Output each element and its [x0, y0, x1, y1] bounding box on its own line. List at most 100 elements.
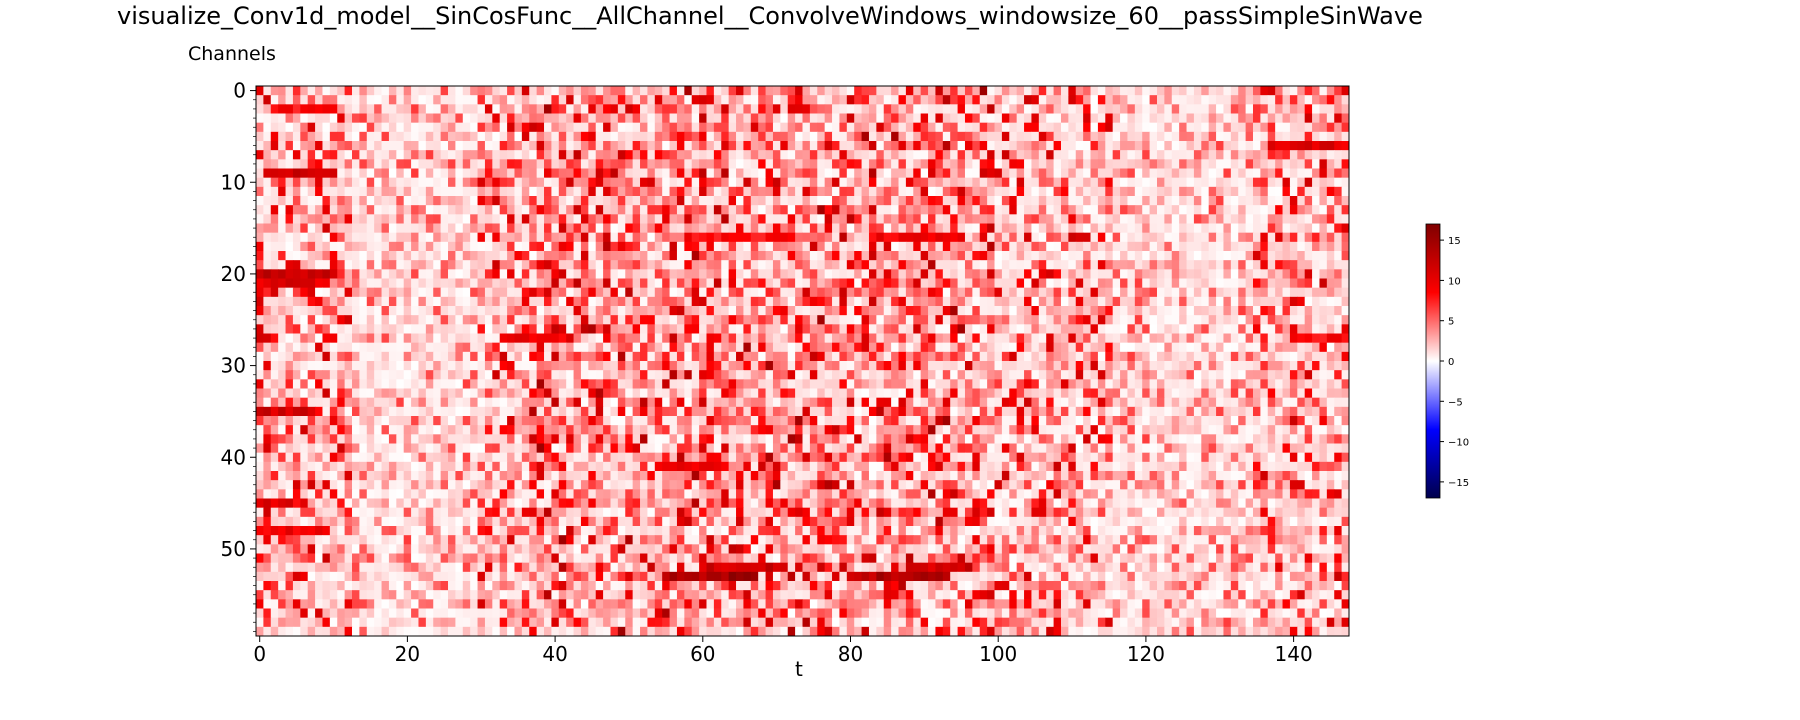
heatmap-cell: [433, 223, 442, 234]
heatmap-cell: [285, 196, 294, 206]
heatmap-cell: [462, 296, 471, 307]
heatmap-cell: [772, 370, 781, 380]
heatmap-cell: [905, 287, 914, 298]
heatmap-cell: [337, 379, 346, 389]
heatmap-cell: [1120, 269, 1128, 279]
heatmap-cell: [1297, 205, 1306, 215]
heatmap-cell: [1304, 150, 1313, 160]
heatmap-cell: [669, 342, 678, 353]
heatmap-cell: [765, 278, 774, 289]
heatmap-cell: [411, 159, 419, 169]
heatmap-cell: [1326, 141, 1335, 151]
heatmap-cell: [787, 150, 796, 160]
heatmap-cell: [322, 150, 331, 160]
heatmap-cell: [603, 351, 611, 362]
heatmap-cell: [315, 342, 323, 353]
heatmap-cell: [1171, 159, 1180, 169]
heatmap-cell: [1083, 379, 1092, 389]
heatmap-cell: [418, 223, 427, 234]
heatmap-cell: [706, 251, 715, 261]
heatmap-cell: [529, 131, 538, 142]
heatmap-cell: [595, 95, 604, 105]
heatmap-cell: [1223, 168, 1232, 179]
heatmap-cell: [1252, 370, 1261, 380]
heatmap-cell: [1216, 342, 1224, 353]
heatmap-cell: [1046, 186, 1055, 197]
heatmap-cell: [551, 315, 560, 325]
heatmap-cell: [1267, 306, 1276, 316]
heatmap-cell: [824, 122, 833, 133]
heatmap-cell: [994, 379, 1003, 389]
heatmap-cell: [736, 131, 744, 142]
heatmap-cell: [935, 113, 944, 124]
heatmap-cell: [713, 306, 722, 316]
heatmap-cell: [802, 260, 811, 270]
heatmap-cell: [344, 141, 353, 151]
heatmap-cell: [964, 159, 973, 169]
heatmap-cell: [492, 177, 501, 188]
heatmap-cell: [632, 241, 641, 252]
heatmap-cell: [285, 232, 294, 243]
heatmap-cell: [905, 324, 914, 334]
heatmap-cell: [499, 251, 508, 261]
heatmap-cell: [329, 241, 338, 252]
heatmap-cell: [1120, 168, 1128, 179]
heatmap-cell: [366, 104, 375, 114]
heatmap-cell: [787, 196, 796, 206]
heatmap-cell: [492, 141, 501, 151]
heatmap-cell: [448, 168, 456, 179]
heatmap-cell: [654, 296, 663, 307]
heatmap-cell: [883, 370, 892, 380]
heatmap-cell: [772, 223, 781, 234]
heatmap-cell: [617, 232, 626, 243]
heatmap-cell: [928, 269, 936, 279]
heatmap-cell: [772, 306, 781, 316]
heatmap-cell: [979, 150, 988, 160]
heatmap-cell: [448, 150, 456, 160]
heatmap-cell: [411, 104, 419, 114]
heatmap-cell: [647, 186, 656, 197]
heatmap-cell: [403, 333, 412, 344]
heatmap-cell: [1216, 269, 1224, 279]
heatmap-cell: [669, 315, 678, 325]
heatmap-cell: [1016, 205, 1025, 215]
heatmap-cell: [292, 131, 301, 142]
heatmap-cell: [1024, 388, 1032, 399]
heatmap-cell: [403, 370, 412, 380]
heatmap-cell: [617, 324, 626, 334]
heatmap-cell: [972, 223, 981, 234]
heatmap-cell: [957, 260, 966, 270]
heatmap-cell: [1267, 251, 1276, 261]
heatmap-cell: [669, 269, 678, 279]
heatmap-cell: [573, 104, 582, 114]
heatmap-cell: [1223, 141, 1232, 151]
heatmap-cell: [352, 342, 360, 353]
heatmap-cell: [928, 205, 936, 215]
heatmap-cell: [876, 315, 885, 325]
heatmap-cell: [507, 278, 515, 289]
heatmap-cell: [285, 86, 294, 96]
heatmap-cell: [403, 315, 412, 325]
heatmap-cell: [809, 232, 818, 243]
heatmap-cell: [795, 379, 803, 389]
heatmap-cell: [1334, 296, 1343, 307]
heatmap-cell: [470, 315, 479, 325]
heatmap-cell: [580, 168, 589, 179]
heatmap-cell: [374, 131, 383, 142]
heatmap-cell: [1223, 333, 1232, 344]
heatmap-cell: [352, 333, 360, 344]
heatmap-cell: [1312, 287, 1320, 298]
heatmap-cell: [1046, 177, 1055, 188]
heatmap-cell: [433, 315, 442, 325]
heatmap-cell: [1267, 287, 1276, 298]
heatmap-cell: [802, 223, 811, 234]
heatmap-cell: [1060, 104, 1069, 114]
heatmap-cell: [1267, 150, 1276, 160]
heatmap-cell: [366, 186, 375, 197]
heatmap-cell: [544, 296, 552, 307]
heatmap-cell: [1038, 141, 1047, 151]
heatmap-cell: [418, 95, 427, 105]
heatmap-cell: [1312, 278, 1320, 289]
heatmap-cell: [1060, 205, 1069, 215]
heatmap-cell: [795, 159, 803, 169]
